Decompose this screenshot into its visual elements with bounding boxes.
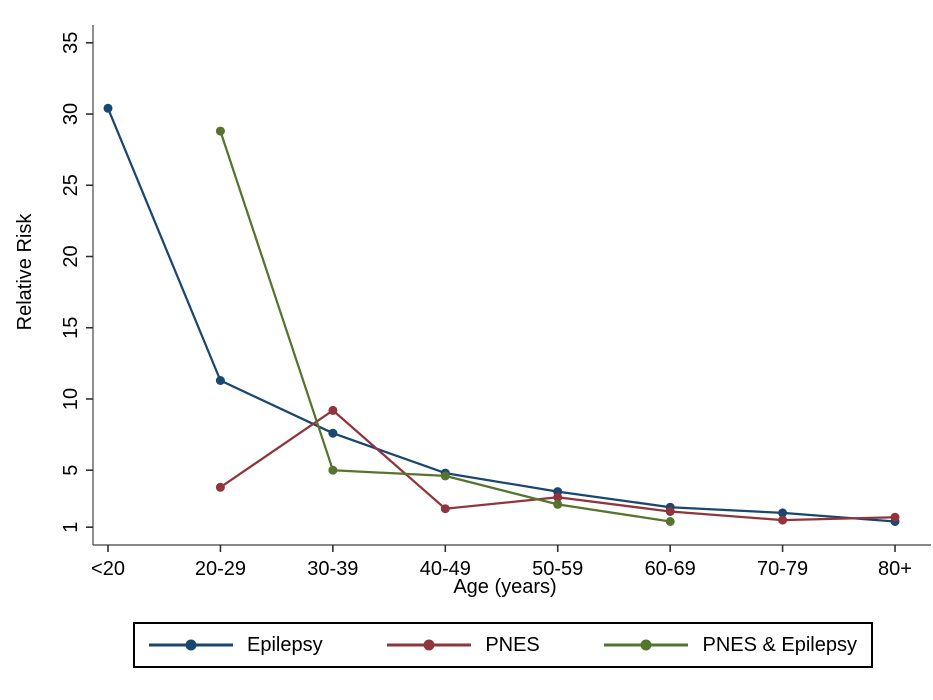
y-tick-label: 10	[60, 388, 82, 410]
legend: Epilepsy PNES PNES & Epilepsy	[133, 622, 873, 668]
x-axis-title: Age (years)	[453, 576, 556, 598]
y-tick-label: 35	[60, 32, 82, 54]
data-point-epilepsy-20-29	[215, 376, 225, 385]
legend-label: Epilepsy	[247, 633, 323, 656]
y-tick-label: 25	[60, 174, 82, 196]
x-tick-label: 70-79	[757, 558, 808, 580]
x-tick-label: 40-49	[420, 558, 471, 580]
data-point-pnes-epilepsy-60-69	[665, 517, 675, 526]
legend-swatch-icon	[149, 639, 233, 651]
data-point-pnes-epilepsy-30-39	[328, 465, 338, 475]
y-tick-label: 1	[60, 522, 82, 533]
data-point-epilepsy-70-79	[778, 508, 788, 518]
data-point-pnes-epilepsy-40-49	[440, 471, 450, 481]
legend-item-pnes: PNES	[387, 633, 540, 657]
data-point-pnes-epilepsy-50-59	[553, 499, 563, 509]
series-line-epilepsy	[106, 107, 896, 523]
y-tick-label: 20	[60, 245, 82, 267]
x-tick-label: 80+	[878, 558, 912, 580]
legend-label: PNES & Epilepsy	[702, 633, 857, 656]
data-point-pnes-60-69	[665, 507, 675, 516]
data-point-epilepsy-30-39	[328, 428, 338, 438]
legend-item-pnes-epilepsy: PNES & Epilepsy	[604, 634, 857, 657]
data-point-pnes-40-49	[440, 504, 450, 514]
data-point-pnes-70-79	[778, 515, 788, 525]
legend-swatch-icon	[604, 639, 689, 651]
legend-swatch-icon	[387, 639, 472, 651]
legend-label: PNES	[485, 633, 540, 656]
y-tick-label: 5	[60, 465, 82, 476]
x-tick-label: 30-39	[307, 558, 358, 580]
x-tick-label: <20	[91, 558, 125, 580]
y-tick-label: 30	[60, 103, 82, 125]
x-tick-label: 60-69	[645, 558, 696, 580]
x-tick-label: 20-29	[195, 558, 246, 580]
data-point-pnes-30-39	[328, 405, 338, 415]
data-point-epilepsy-<20	[103, 103, 113, 113]
data-point-pnes-20-29	[215, 482, 225, 492]
y-tick-label: 15	[60, 317, 82, 339]
legend-item-epilepsy: Epilepsy	[149, 634, 323, 657]
x-tick-label: 50-59	[532, 558, 583, 580]
y-axis-title: Relative Risk	[14, 213, 36, 331]
data-point-pnes-50-59	[553, 492, 563, 502]
data-point-pnes-80+	[890, 512, 900, 522]
data-point-pnes-epilepsy-20-29	[215, 126, 225, 136]
series-line-pnes-epilepsy	[219, 130, 671, 523]
